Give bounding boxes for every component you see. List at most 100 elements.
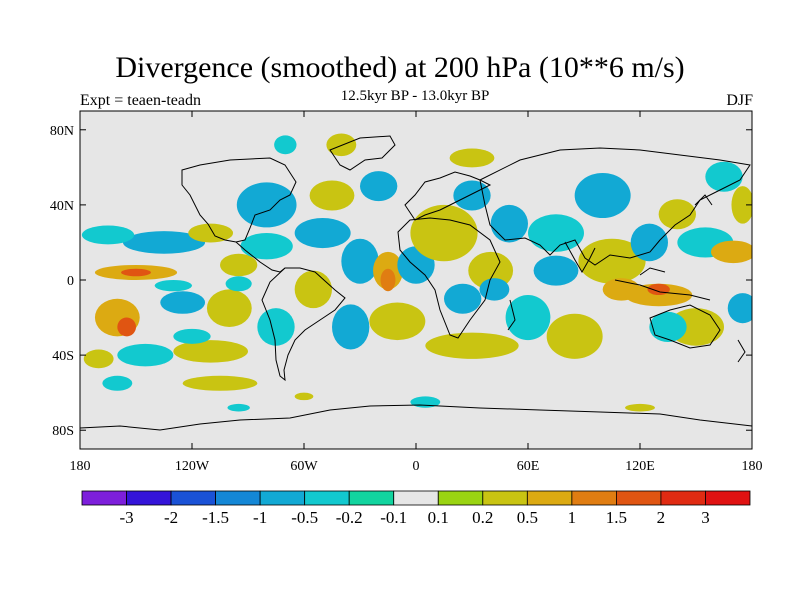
x-tick-label: 60W [290,459,318,474]
field-region [294,392,314,401]
y-tick-label: 80N [50,124,74,139]
field-region [102,375,133,391]
colorbar-label: 1 [568,508,577,527]
colorbar-label: -0.2 [336,508,363,527]
colorbar-swatch [126,490,172,506]
colorbar-label: 0.1 [428,508,449,527]
field-region [83,349,114,369]
field-region [240,233,293,260]
x-tick-label: 0 [413,459,420,474]
colorbar-swatch [170,490,216,506]
coastline-north-america [181,157,297,243]
field-region [647,283,670,296]
y-tick-label: 40S [52,349,74,364]
colorbar-label: 2 [657,508,666,527]
field-region [117,317,136,337]
coastline-india [564,241,596,273]
field-region [425,332,519,359]
field-region [188,223,234,243]
colorbar-swatch [571,490,617,506]
field-region [220,253,258,277]
field-region [710,240,752,264]
field-region [625,283,693,307]
colorbar-swatch [660,490,706,506]
field-region [274,135,297,155]
colorbar-swatch [616,490,662,506]
field-region [182,375,258,391]
field-region [731,186,752,224]
field-region [225,276,252,292]
field-region [294,218,351,249]
field-region [410,204,478,262]
coastline-greenland [329,135,396,171]
colorbar-swatch [705,490,751,506]
field-region [505,295,551,341]
colorbar-swatch [393,490,439,506]
colorbar-label: -0.5 [291,508,318,527]
y-tick-label: 40N [50,199,74,214]
field-region [173,328,211,344]
field-region [341,238,379,284]
colorbar-label: 1.5 [606,508,627,527]
colorbar-label: -0.1 [380,508,407,527]
colorbar-label: 3 [701,508,710,527]
field-region [121,268,151,277]
coastline-maritime [614,267,711,301]
field-region [122,231,206,254]
field-region [81,225,135,245]
period-label: 12.5kyr BP - 13.0kyr BP [340,88,490,104]
colorbar-label: 0.5 [517,508,538,527]
field-region [332,304,370,350]
field-region [369,302,426,341]
colorbar-swatch [348,490,395,506]
field-region [479,278,510,301]
divergence-field [81,133,752,412]
colorbar-label: -1 [253,508,267,527]
colorbar-swatch [81,490,127,506]
season-label: DJF [726,92,753,109]
chart-title: Divergence (smoothed) at 200 hPa (10**6 … [115,51,685,84]
field-region [380,268,396,292]
field-region [490,204,528,243]
x-tick-label: 180 [70,459,91,474]
field-region [257,308,295,346]
coastline-asia [479,147,751,266]
experiment-label: Expt = teaen-teadn [80,92,201,109]
colorbar-swatch [482,490,528,506]
colorbar-swatch [437,490,484,506]
map-axes: 180 120W 60W 0 60E 120E 180 80N 40N 0 40S 80S [50,111,763,474]
field-region [578,238,646,284]
field-region [173,340,248,363]
x-tick-label: 60E [517,459,540,474]
colorbar-swatch [304,490,350,506]
y-tick-label: 80S [52,424,74,439]
colorbar-label: -2 [164,508,178,527]
y-tick-label: 0 [67,274,74,289]
field-region [727,293,752,324]
coastline-madagascar [507,299,516,331]
field-region [236,182,297,228]
colorbar-label: 0.2 [472,508,493,527]
field-region [117,343,174,367]
field-region [649,311,687,342]
field-region [309,180,355,211]
field-region [574,172,631,219]
coastline-new-zealand [737,339,746,363]
colorbar-swatch [526,490,573,506]
coastlines [80,135,752,431]
field-region [658,199,696,230]
field-region [360,171,398,202]
coastline-japan [694,194,713,206]
field-region [154,280,192,292]
colorbar-label: -3 [119,508,133,527]
colorbar-swatch [259,490,306,506]
coastline-antarctica [80,404,752,431]
field-region [326,133,357,157]
colorbar-label: -1.5 [202,508,229,527]
field-region [206,289,252,327]
field-region [528,214,584,252]
field-region [630,223,668,262]
field-region [546,313,603,359]
coastline-south-america [261,267,346,382]
